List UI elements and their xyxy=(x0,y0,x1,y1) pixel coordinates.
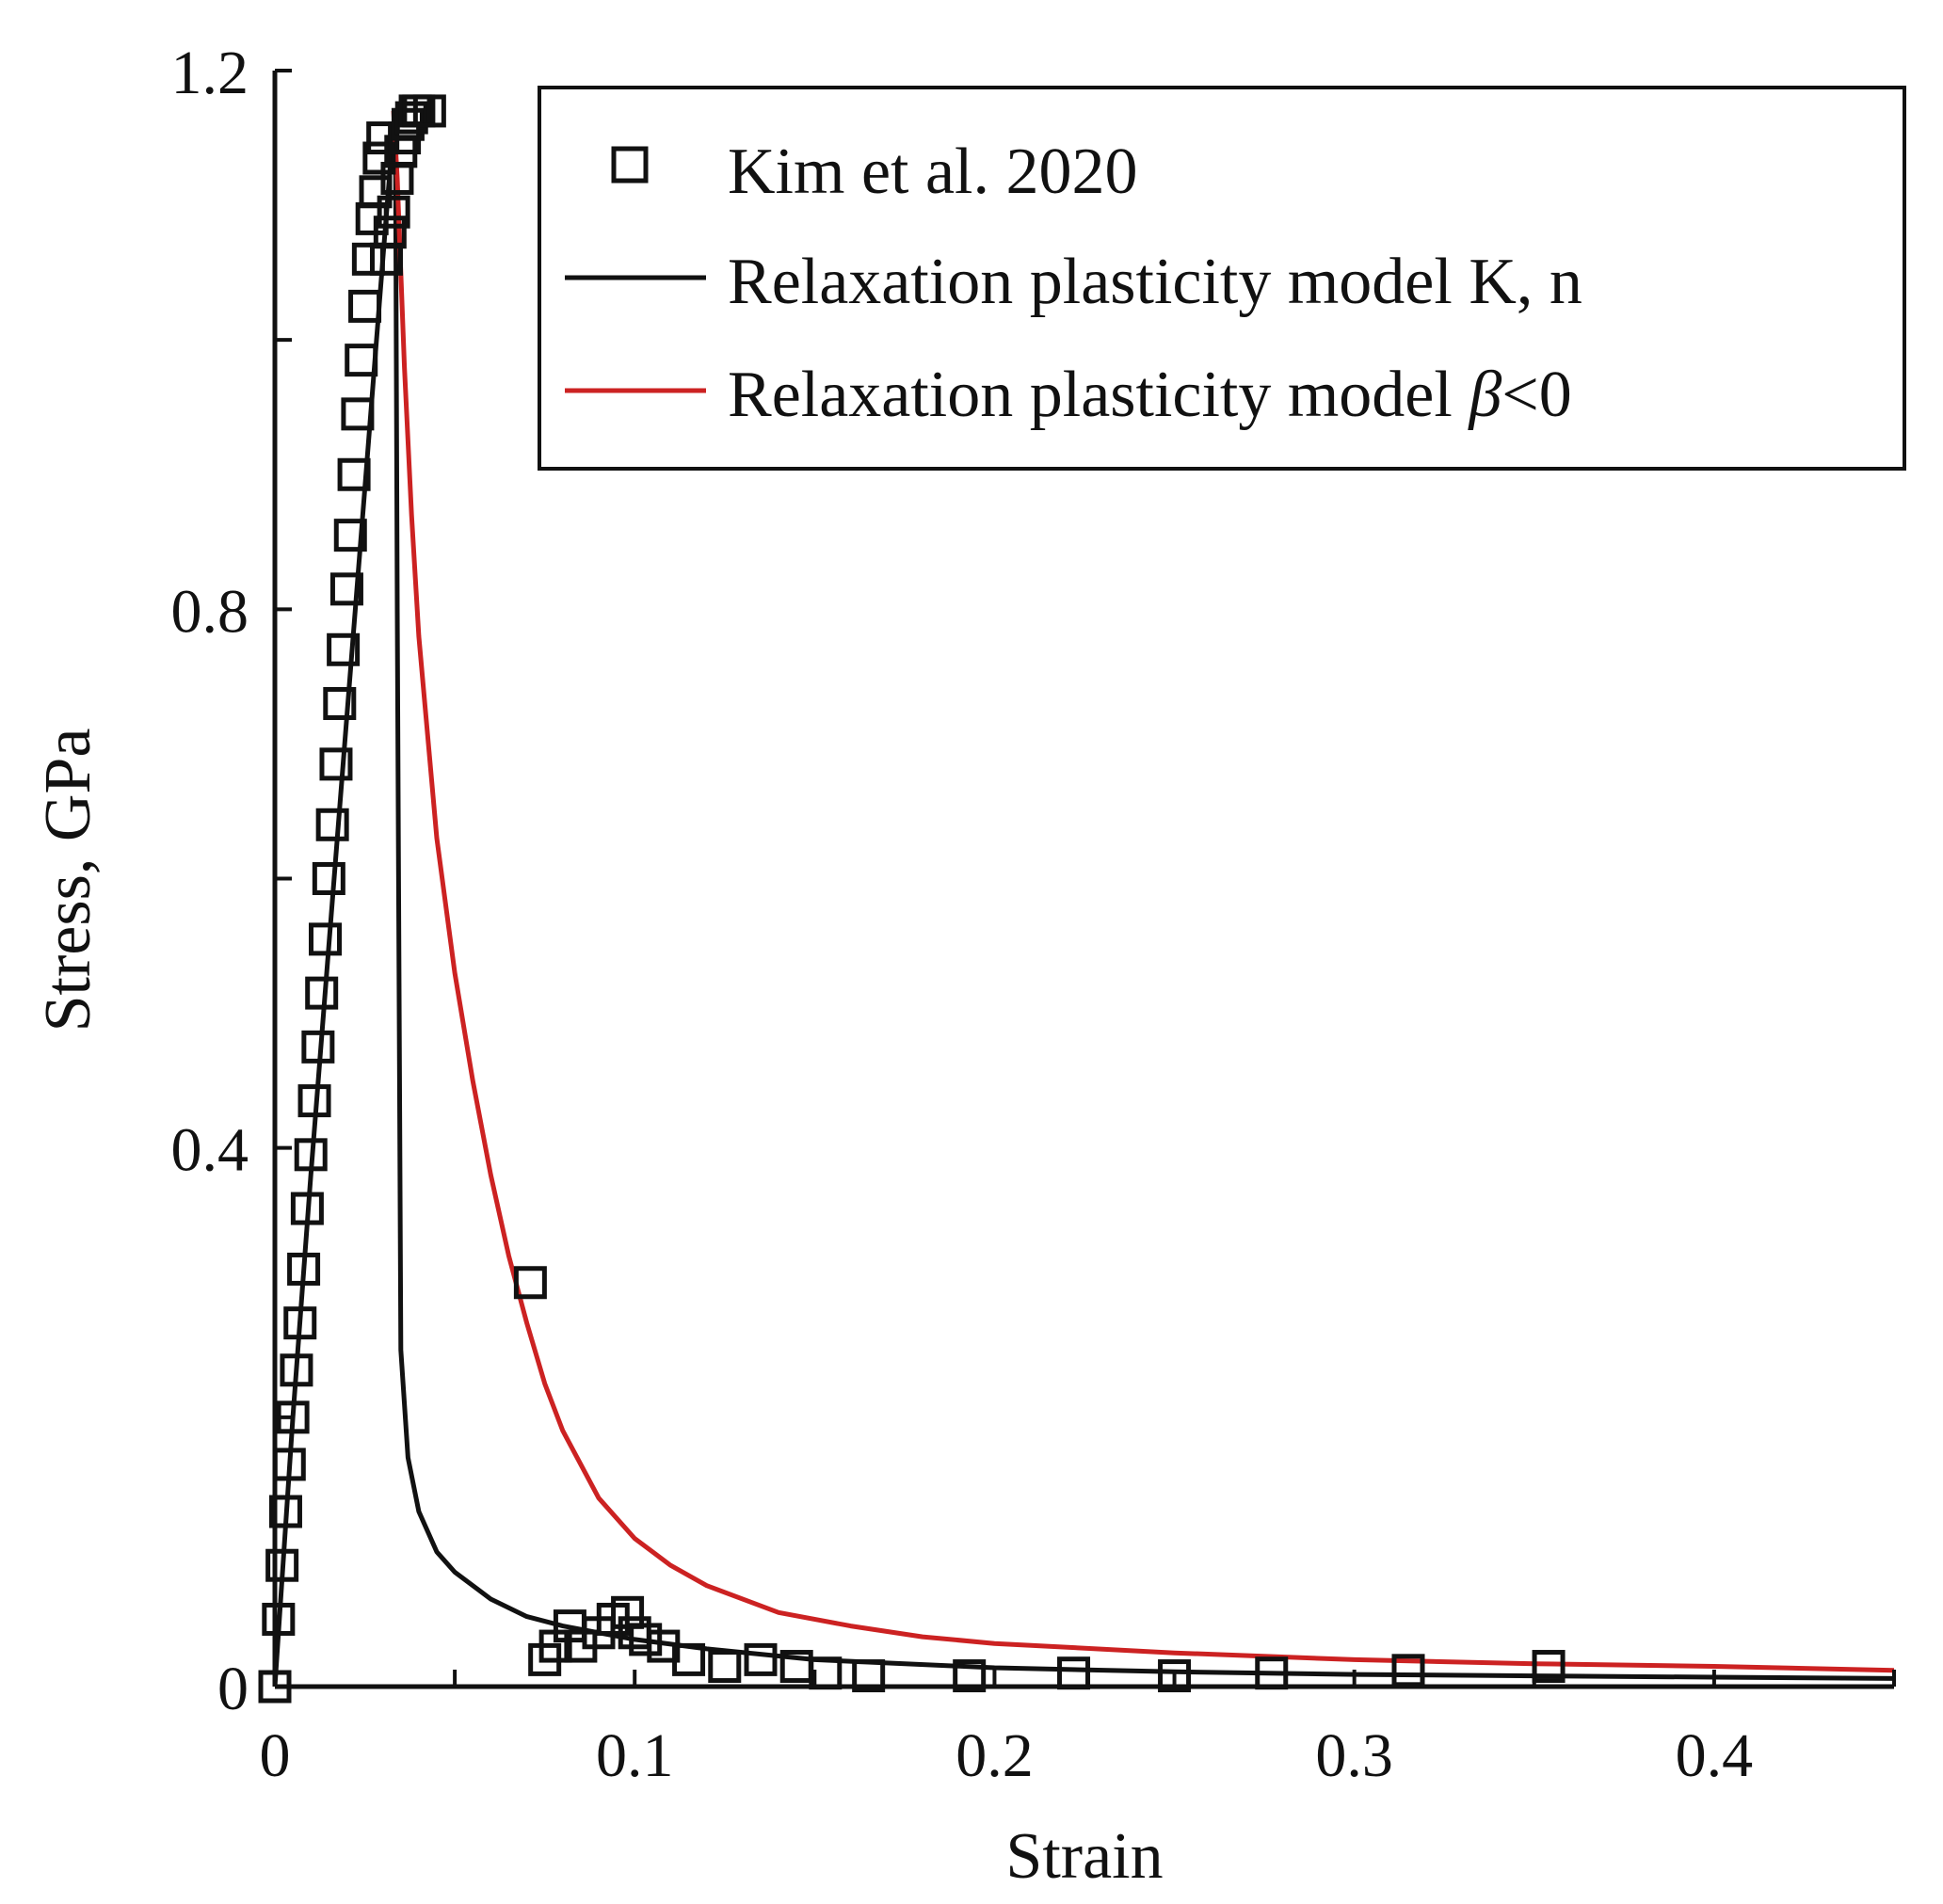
y-axis-label: Stress, GPa xyxy=(32,728,104,1032)
x-tick-label: 0.4 xyxy=(1676,1721,1754,1790)
data-point xyxy=(315,808,349,841)
data-point xyxy=(629,1623,663,1656)
data-point xyxy=(262,1602,296,1636)
data-point xyxy=(348,289,382,323)
legend: Kim et al. 2020 Relaxation plasticity mo… xyxy=(538,86,1906,471)
data-point xyxy=(280,1353,313,1387)
data-point xyxy=(513,1266,547,1300)
legend-label-beta-text: Relaxation plasticity model xyxy=(728,359,1469,431)
series-markers xyxy=(258,94,1566,1704)
axis-ticks: 0 0.1 0.2 0.3 0.4 0 0.4 0.8 1.2 xyxy=(171,39,1896,1790)
data-point xyxy=(953,1659,987,1693)
data-point xyxy=(319,747,353,781)
data-point xyxy=(268,1495,302,1528)
data-point xyxy=(265,1548,299,1582)
data-point xyxy=(312,862,345,895)
x-tick-label: 0.3 xyxy=(1315,1721,1393,1790)
y-tick-label: 1.2 xyxy=(171,39,249,107)
data-point xyxy=(852,1659,886,1693)
series-line-2 xyxy=(391,110,1895,1673)
data-point xyxy=(394,101,428,135)
x-tick-label: 0.1 xyxy=(596,1721,674,1790)
legend-label-beta: Relaxation plasticity model β<0 xyxy=(728,359,1572,431)
data-point xyxy=(309,922,343,956)
data-point xyxy=(283,1306,317,1340)
x-axis-label: Strain xyxy=(1005,1820,1163,1893)
data-point xyxy=(362,141,396,175)
legend-box xyxy=(538,86,1906,471)
legend-label-kim: Kim et al. 2020 xyxy=(728,136,1137,208)
legend-label-kn: Relaxation plasticity model K, n xyxy=(728,246,1582,318)
y-tick-label: 0 xyxy=(217,1655,249,1723)
data-point xyxy=(323,686,357,720)
data-point xyxy=(301,1030,335,1064)
data-point xyxy=(294,1138,328,1172)
data-point xyxy=(337,457,371,491)
y-tick-label: 0.8 xyxy=(171,577,249,646)
data-point xyxy=(290,1192,324,1225)
data-point xyxy=(287,1252,321,1286)
data-point xyxy=(341,397,375,431)
data-point xyxy=(327,632,361,666)
legend-marker-kim xyxy=(611,146,649,184)
data-point xyxy=(611,1595,645,1629)
y-tick-label: 0.4 xyxy=(171,1116,249,1185)
data-point xyxy=(1057,1656,1091,1690)
data-point xyxy=(672,1642,706,1676)
x-tick-label: 0.2 xyxy=(955,1721,1034,1790)
data-point xyxy=(1532,1650,1566,1684)
data-point xyxy=(377,195,410,229)
data-point xyxy=(345,344,378,377)
legend-label-beta-suffix: <0 xyxy=(1501,359,1571,431)
data-point xyxy=(297,1084,331,1118)
data-point xyxy=(412,94,446,128)
legend-label-beta-symbol: β xyxy=(1467,359,1501,431)
data-point xyxy=(373,216,407,249)
data-point xyxy=(708,1650,742,1684)
x-tick-label: 0 xyxy=(260,1721,291,1790)
data-point xyxy=(744,1642,778,1676)
data-point xyxy=(1158,1659,1192,1693)
data-point xyxy=(351,242,385,276)
data-point xyxy=(305,976,339,1010)
data-point xyxy=(329,572,363,606)
data-point xyxy=(333,519,367,552)
